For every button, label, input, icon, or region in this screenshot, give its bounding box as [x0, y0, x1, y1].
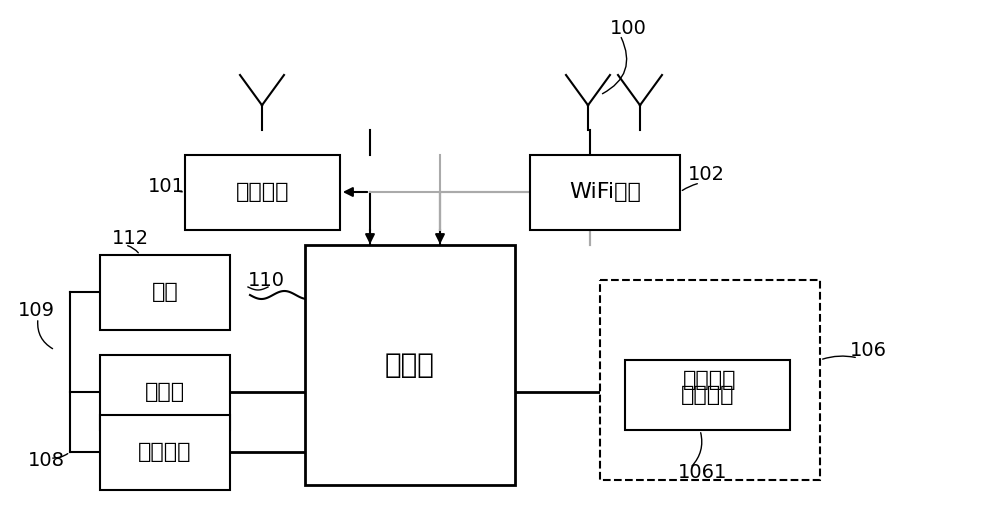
Bar [100, 255, 230, 330]
Bar [100, 355, 230, 430]
Text: 显示单元: 显示单元 [683, 370, 737, 390]
Text: 110: 110 [248, 270, 285, 290]
Text: 显示面板: 显示面板 [681, 385, 734, 405]
Text: WiFi模块: WiFi模块 [569, 183, 641, 203]
Bar [600, 280, 820, 480]
Text: 106: 106 [850, 340, 887, 360]
Text: 射频单元: 射频单元 [236, 183, 289, 203]
Bar [625, 360, 790, 430]
Bar [305, 245, 515, 485]
Bar [185, 155, 340, 230]
Text: 100: 100 [610, 18, 647, 38]
Text: 接口单元: 接口单元 [138, 443, 192, 462]
Bar [530, 155, 680, 230]
Text: 处理器: 处理器 [385, 351, 435, 379]
Text: 存储器: 存储器 [145, 383, 185, 402]
Text: 101: 101 [148, 177, 185, 196]
Bar [100, 415, 230, 490]
Text: 102: 102 [688, 165, 725, 184]
Text: 电源: 电源 [152, 282, 178, 303]
Text: 1061: 1061 [678, 462, 727, 481]
Text: 108: 108 [28, 450, 65, 469]
Text: 109: 109 [18, 301, 55, 319]
Text: 112: 112 [112, 229, 149, 247]
